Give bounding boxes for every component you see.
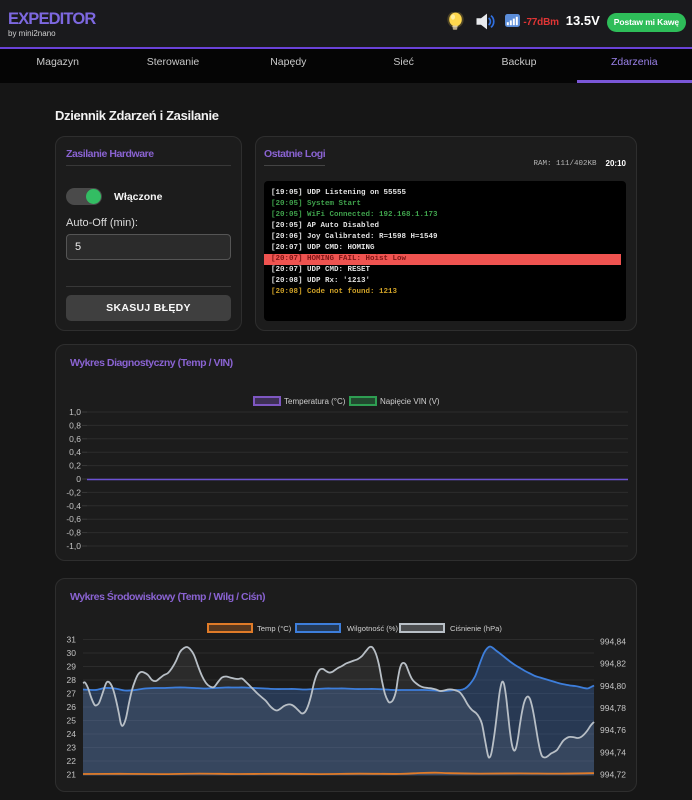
svg-text:-0,6: -0,6 xyxy=(66,514,81,524)
svg-text:Temp (°C): Temp (°C) xyxy=(257,624,292,633)
svg-text:994,78: 994,78 xyxy=(600,703,626,713)
svg-text:30: 30 xyxy=(67,648,77,658)
svg-text:994,74: 994,74 xyxy=(600,747,626,757)
svg-text:994,84: 994,84 xyxy=(600,636,626,646)
svg-text:0,2: 0,2 xyxy=(69,461,81,471)
svg-text:1,0: 1,0 xyxy=(69,407,81,417)
svg-text:29: 29 xyxy=(67,662,77,672)
svg-text:-0,2: -0,2 xyxy=(66,487,81,497)
svg-text:21: 21 xyxy=(67,770,77,780)
svg-text:22: 22 xyxy=(67,756,77,766)
svg-text:0,8: 0,8 xyxy=(69,420,81,430)
svg-text:994,76: 994,76 xyxy=(600,725,626,735)
svg-text:-1,0: -1,0 xyxy=(66,541,81,551)
svg-text:994,82: 994,82 xyxy=(600,659,626,669)
svg-text:-0,4: -0,4 xyxy=(66,501,81,511)
svg-text:0,6: 0,6 xyxy=(69,434,81,444)
svg-text:31: 31 xyxy=(67,635,77,645)
svg-text:0,4: 0,4 xyxy=(69,447,81,457)
svg-text:23: 23 xyxy=(67,743,77,753)
svg-text:994,72: 994,72 xyxy=(600,770,626,780)
svg-text:Wilgotność (%): Wilgotność (%) xyxy=(347,624,399,633)
svg-text:27: 27 xyxy=(67,689,77,699)
svg-text:28: 28 xyxy=(67,675,77,685)
svg-text:24: 24 xyxy=(67,729,77,739)
svg-text:994,80: 994,80 xyxy=(600,681,626,691)
svg-text:Temperatura (°C): Temperatura (°C) xyxy=(284,397,346,406)
svg-text:Ciśnienie (hPa): Ciśnienie (hPa) xyxy=(450,624,502,633)
svg-text:Napięcie VIN (V): Napięcie VIN (V) xyxy=(380,397,440,406)
svg-text:26: 26 xyxy=(67,702,77,712)
svg-text:25: 25 xyxy=(67,716,77,726)
svg-text:0: 0 xyxy=(76,474,81,484)
svg-text:-0,8: -0,8 xyxy=(66,528,81,538)
